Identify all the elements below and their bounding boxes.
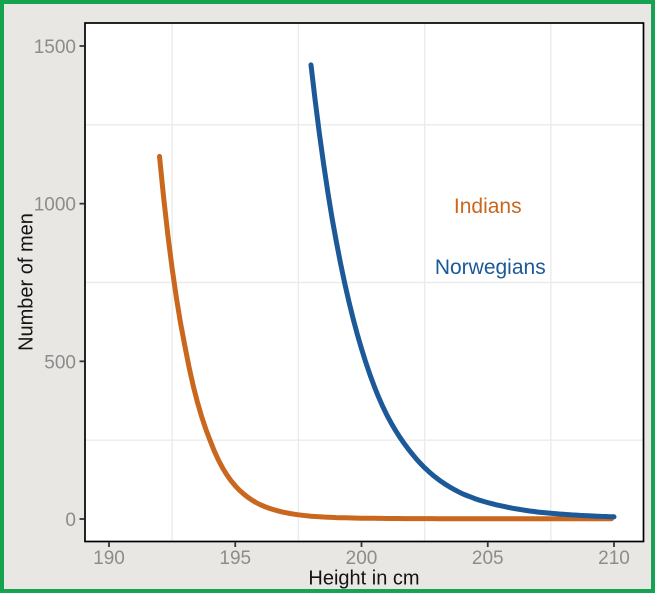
y-tick-label: 500 — [44, 352, 76, 373]
x-tick-label: 195 — [219, 548, 251, 569]
y-tick-label: 1000 — [34, 195, 76, 216]
series-line-indians — [157, 153, 614, 522]
panel-border — [84, 22, 645, 543]
x-tick-label: 200 — [346, 548, 378, 569]
x-tick-label: 205 — [472, 548, 504, 569]
legend-label-norwegians: Norwegians — [434, 256, 546, 280]
legend-label-indians: Indians — [453, 194, 522, 218]
y-tick-label: 1500 — [34, 37, 76, 58]
y-tick-label: 0 — [65, 510, 76, 531]
x-axis-title: Height in cm — [308, 567, 420, 590]
height-distribution-chart: 190 195 200 205 210 0 500 1000 1500 — [34, 22, 645, 569]
series-line-norwegians — [308, 62, 617, 520]
x-tick-label: 210 — [598, 548, 630, 569]
x-tick-label: 190 — [93, 548, 125, 569]
y-axis-title: Number of men — [15, 213, 38, 351]
